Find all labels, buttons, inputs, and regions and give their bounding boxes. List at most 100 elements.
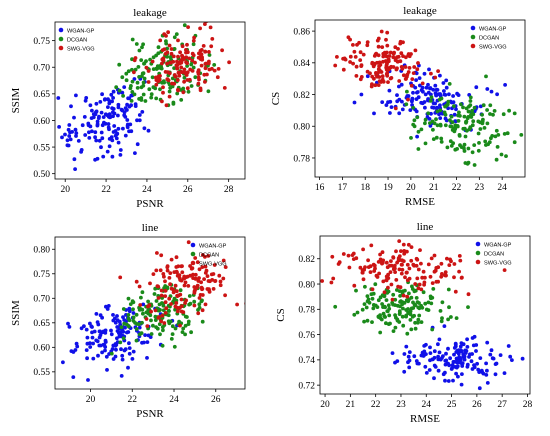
x-tick-label: 26 [211, 395, 221, 405]
data-point [83, 133, 88, 137]
data-point [142, 126, 147, 131]
data-point [146, 80, 151, 84]
x-tick-label: 26 [472, 400, 482, 410]
data-point [172, 47, 177, 51]
data-point [67, 123, 72, 127]
data-point [158, 332, 162, 337]
data-point [520, 356, 525, 361]
data-point [190, 58, 195, 63]
data-point [400, 314, 405, 319]
data-point [394, 278, 399, 282]
data-point [444, 358, 449, 363]
data-point [420, 85, 425, 90]
data-point [182, 23, 187, 28]
y-axis-label: CS [275, 308, 287, 321]
y-tick-label: 0.78 [293, 154, 310, 164]
data-point [159, 319, 164, 324]
data-point [84, 327, 89, 332]
data-point [174, 301, 179, 305]
data-point [372, 263, 377, 268]
data-point [183, 280, 188, 285]
data-point [140, 307, 145, 312]
data-point [111, 313, 115, 317]
data-point [369, 243, 374, 248]
data-point [85, 335, 90, 340]
data-point [464, 106, 469, 111]
data-point [354, 288, 358, 293]
y-axis-label: CS [270, 92, 282, 105]
data-point [86, 121, 91, 126]
legend-marker [58, 45, 64, 51]
data-point [162, 80, 167, 85]
data-point [111, 107, 116, 111]
data-point [461, 355, 465, 359]
data-point [434, 87, 439, 92]
data-point [414, 71, 419, 76]
legend-marker [190, 251, 196, 257]
data-point [103, 340, 108, 344]
data-point [154, 299, 159, 303]
data-point [153, 286, 158, 291]
data-point [331, 276, 336, 281]
data-point [139, 58, 144, 62]
data-point [178, 292, 183, 297]
data-point [512, 111, 517, 116]
data-point [86, 378, 90, 382]
data-point [407, 266, 412, 271]
data-point [496, 133, 501, 137]
data-point [375, 275, 380, 279]
data-point [111, 96, 115, 100]
data-point [399, 51, 404, 56]
data-point [335, 55, 339, 59]
data-point [193, 60, 197, 65]
data-point [488, 103, 493, 108]
data-point [203, 302, 208, 307]
data-point [384, 298, 389, 302]
data-point [179, 309, 184, 314]
data-point [163, 284, 168, 288]
x-tick-label: 19 [383, 183, 393, 193]
chart-title: leakage [403, 5, 437, 17]
data-point [173, 74, 178, 79]
data-point [109, 328, 113, 333]
data-point [151, 55, 156, 60]
data-point [422, 282, 426, 287]
data-point [73, 167, 77, 172]
data-point [177, 273, 182, 277]
legend-marker [470, 43, 476, 49]
data-point [445, 256, 449, 261]
data-point [450, 366, 454, 371]
legend-label: SWG-VGG [479, 44, 507, 50]
data-point [407, 297, 411, 302]
data-point [364, 305, 369, 310]
data-point [466, 160, 471, 165]
x-tick-label: 22 [371, 400, 381, 410]
data-point [396, 59, 400, 64]
data-point [385, 71, 390, 75]
data-point [156, 316, 161, 320]
data-point [192, 35, 197, 40]
data-point [423, 275, 427, 280]
data-point [379, 317, 384, 322]
data-point [164, 41, 169, 46]
data-point [406, 97, 410, 102]
data-point [73, 127, 78, 132]
data-point [476, 148, 481, 153]
data-point [417, 301, 421, 305]
data-point [433, 365, 438, 369]
data-point [210, 278, 215, 282]
data-point [462, 146, 466, 151]
data-point [164, 103, 169, 108]
data-point [397, 111, 402, 116]
data-point [159, 293, 164, 298]
data-point [153, 318, 158, 322]
data-point [440, 316, 444, 321]
data-point [498, 353, 503, 357]
data-point [122, 85, 127, 89]
data-point [111, 89, 116, 94]
data-point [98, 100, 103, 104]
data-point [186, 89, 191, 94]
data-point [452, 262, 457, 266]
data-point [160, 48, 165, 52]
